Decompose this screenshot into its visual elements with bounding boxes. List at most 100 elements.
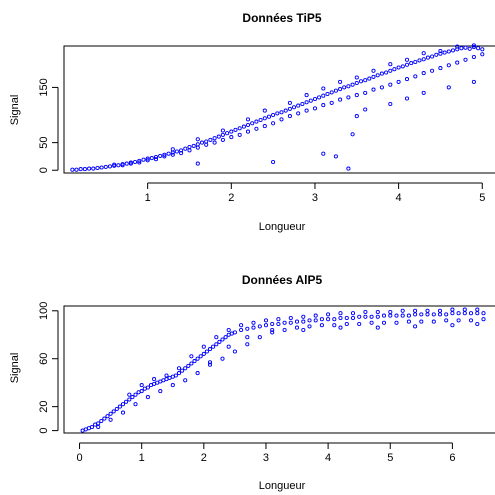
data-point: [321, 86, 326, 91]
data-point: [313, 313, 318, 318]
data-point: [400, 313, 405, 318]
data-point: [141, 157, 146, 162]
data-point: [145, 395, 150, 400]
chart-alp5: Données AlP5 0 1 2 3 4 5 6 0 20 60 100 Longueur S…: [9, 273, 495, 492]
data-point: [444, 318, 449, 323]
data-point: [384, 70, 389, 75]
data-point: [288, 320, 293, 325]
y-axis: 0 50 150: [38, 78, 59, 173]
data-point: [350, 132, 355, 137]
data-point: [287, 106, 292, 111]
data-point: [87, 166, 92, 171]
data-point: [421, 90, 426, 95]
data-point: [338, 325, 343, 330]
data-point: [195, 142, 200, 147]
data-point: [251, 320, 256, 325]
data-point: [301, 314, 306, 319]
data-point: [164, 373, 169, 378]
data-point: [271, 121, 276, 126]
data-point: [317, 95, 322, 100]
data-point: [471, 43, 476, 48]
data-point: [212, 136, 217, 141]
data-point: [254, 126, 259, 131]
data-point: [471, 54, 476, 60]
data-point: [191, 143, 196, 148]
data-point: [475, 321, 480, 327]
data-point: [346, 166, 351, 171]
data-point: [456, 318, 461, 323]
data-point: [271, 159, 276, 165]
data-point: [476, 46, 481, 51]
data-point: [232, 349, 237, 354]
data-point: [114, 406, 119, 412]
data-point: [108, 417, 113, 422]
data-point: [124, 399, 129, 404]
data-point: [468, 311, 474, 316]
data-point: [425, 55, 430, 60]
data-point: [444, 312, 449, 317]
data-point: [312, 106, 318, 111]
data-point: [446, 49, 451, 54]
data-point: [250, 121, 255, 126]
data-point: [371, 68, 376, 73]
data-point: [456, 311, 461, 316]
data-point: [481, 311, 486, 316]
data-point: [214, 342, 219, 347]
data-point: [82, 167, 87, 172]
data-point: [329, 90, 334, 95]
data-point: [421, 71, 426, 76]
x-tick-label: 2: [201, 452, 207, 464]
data-point: [338, 87, 343, 92]
data-point: [381, 320, 387, 325]
data-point: [291, 105, 297, 110]
data-point: [354, 93, 359, 98]
data-point: [371, 87, 376, 92]
data-point: [404, 62, 410, 67]
x-tick-label: 1: [145, 192, 151, 204]
data-point: [394, 320, 399, 325]
data-point: [257, 335, 262, 340]
data-point: [187, 144, 192, 150]
data-point: [251, 325, 256, 330]
data-point: [467, 46, 472, 51]
data-point: [357, 321, 362, 327]
data-point: [189, 354, 194, 359]
data-point: [329, 100, 334, 105]
data-point: [239, 323, 244, 328]
data-point: [263, 318, 269, 323]
x-axis: 0 1 2 3 4 5 6: [76, 442, 455, 464]
data-point: [139, 389, 144, 394]
x-tick-label: 3: [312, 192, 318, 204]
data-point: [262, 108, 267, 113]
data-point: [379, 85, 384, 90]
data-point: [326, 317, 331, 322]
data-point: [301, 327, 306, 333]
data-point: [270, 327, 275, 333]
x-tick-label: 2: [228, 192, 234, 204]
data-point: [363, 90, 368, 95]
data-point: [198, 354, 203, 359]
data-point: [287, 100, 292, 105]
data-point: [226, 327, 231, 333]
data-point: [357, 314, 362, 319]
data-point: [124, 161, 129, 166]
data-point: [481, 317, 486, 322]
data-point: [204, 142, 209, 147]
data-point: [245, 122, 251, 128]
data-point: [344, 321, 349, 327]
data-point: [262, 116, 267, 121]
data-point: [245, 335, 250, 340]
data-point: [214, 335, 219, 340]
data-point: [404, 96, 410, 101]
data-point: [220, 337, 225, 342]
data-point: [459, 46, 464, 51]
data-point: [304, 100, 309, 105]
data-point: [463, 57, 468, 62]
data-point: [437, 308, 443, 313]
data-point: [173, 373, 178, 378]
data-point: [195, 371, 200, 376]
data-point: [220, 137, 225, 142]
data-point: [332, 323, 337, 328]
data-point: [308, 98, 313, 103]
